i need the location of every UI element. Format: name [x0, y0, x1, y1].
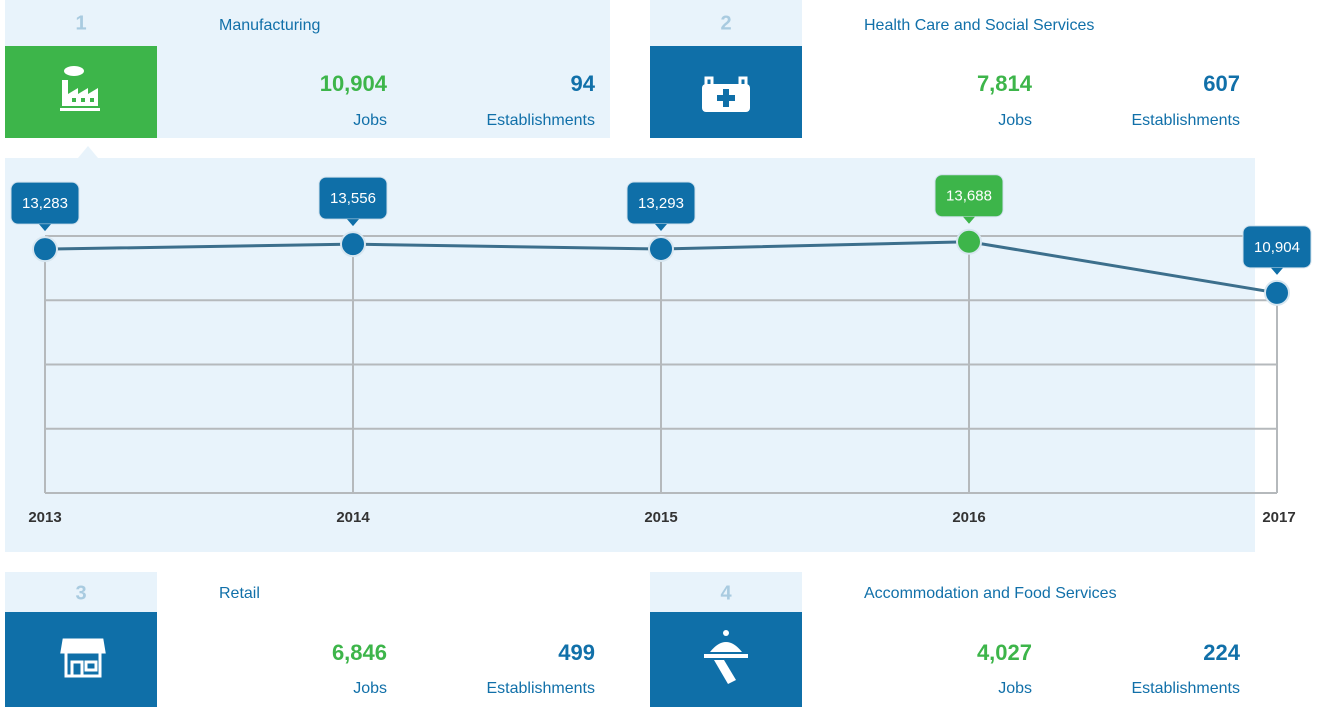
- value-label: 10,904: [1254, 239, 1300, 256]
- rank: 4: [720, 582, 732, 604]
- jobs-value: 10,904: [320, 71, 388, 96]
- point: [956, 228, 982, 255]
- line-chart: 2013 2014 2015 2016 2017 13,283 13,556 13,293 13…: [10, 174, 1312, 526]
- value-label: 13,283: [22, 195, 68, 212]
- x-tick-label: 2015: [644, 509, 677, 526]
- waiter-icon: [704, 630, 748, 684]
- value-label: 13,293: [638, 195, 684, 212]
- jobs-value: 4,027: [977, 640, 1032, 665]
- bubble-pointer: [963, 216, 975, 224]
- chart-panel: [5, 158, 1255, 552]
- establishments-value: 224: [1203, 640, 1240, 665]
- value-label: 13,688: [946, 188, 992, 205]
- jobs-value: 7,814: [977, 71, 1033, 96]
- store-icon: [60, 638, 106, 678]
- icon-box: [650, 612, 802, 707]
- bubble-pointer: [1271, 267, 1283, 275]
- establishments-label: Establishments: [1132, 680, 1241, 697]
- bubble-pointer: [39, 224, 51, 232]
- rank-box: [650, 572, 802, 612]
- jobs-label: Jobs: [353, 112, 387, 129]
- jobs-label: Jobs: [998, 680, 1032, 697]
- jobs-value: 6,846: [332, 640, 387, 665]
- establishments-label: Establishments: [487, 680, 596, 697]
- rank: 1: [75, 12, 86, 34]
- establishments-label: Establishments: [1132, 112, 1241, 129]
- card-title: Manufacturing: [219, 17, 320, 34]
- rank: 3: [75, 582, 86, 604]
- establishments-value: 94: [571, 71, 596, 96]
- point: [648, 235, 674, 262]
- card-title: Health Care and Social Services: [864, 17, 1094, 34]
- point: [32, 236, 58, 263]
- point: [340, 231, 366, 258]
- medkit-icon: [702, 76, 750, 112]
- rank-box: [5, 572, 157, 612]
- jobs-label: Jobs: [998, 112, 1032, 129]
- value-label: 13,556: [330, 190, 376, 207]
- x-tick-label: 2013: [28, 509, 61, 526]
- rank: 2: [720, 12, 731, 34]
- card-title: Retail: [219, 585, 260, 602]
- point: [1264, 279, 1290, 306]
- cards: 1 Manufacturing 10,904 Jobs 94 Establishments…: [75, 12, 1240, 697]
- bubble-pointer: [347, 219, 359, 227]
- icon-box: [5, 46, 157, 138]
- x-tick-label: 2017: [1262, 509, 1295, 526]
- establishments-value: 499: [558, 640, 595, 665]
- rank-box: [650, 0, 802, 46]
- establishments-value: 607: [1203, 71, 1240, 96]
- x-tick-label: 2014: [336, 509, 370, 526]
- icon-box: [5, 612, 157, 707]
- card-title: Accommodation and Food Services: [864, 585, 1117, 602]
- establishments-label: Establishments: [487, 112, 596, 129]
- jobs-label: Jobs: [353, 680, 387, 697]
- factory-icon: [60, 66, 100, 111]
- x-tick-label: 2016: [952, 509, 985, 526]
- pointer: [78, 146, 98, 158]
- bubble-pointer: [655, 223, 667, 231]
